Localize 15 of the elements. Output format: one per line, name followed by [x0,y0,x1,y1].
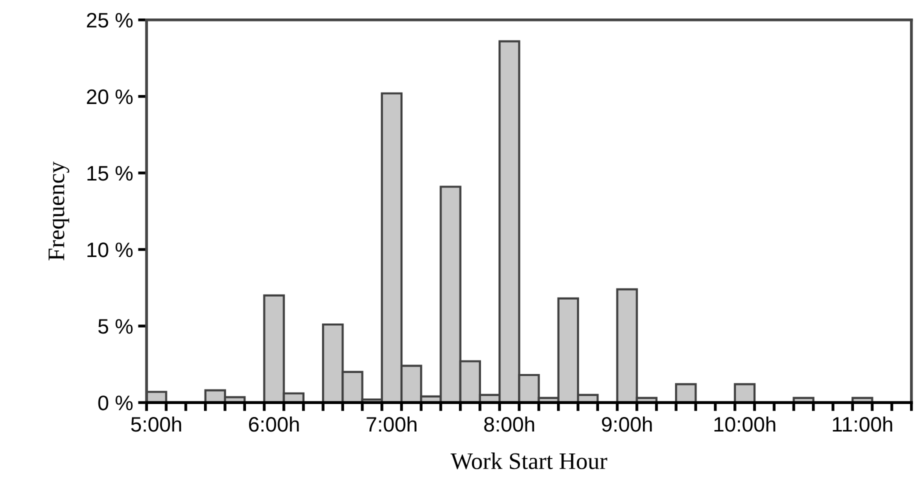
y-tick-label: 15 % [87,166,133,181]
x-tick-label: 6:00h [249,416,299,432]
y-tick-label: 0 % [98,396,133,410]
y-tick-label: 20 % [86,89,133,104]
x-tick-label: 10:00h [714,416,776,432]
y-tick-label: 5 % [98,319,133,334]
x-tick-label: 11:00h [832,416,892,432]
y-tick-label: 25 % [86,12,133,28]
x-tick-label: 8:00h [484,416,534,432]
x-axis-title: Work Start Hour [450,452,608,470]
x-tick-label: 7:00h [366,416,416,432]
x-tick-label: 9:00h [602,416,652,432]
x-tick-label: 5:00h [131,416,182,432]
y-tick-label: 10 % [87,242,133,258]
y-axis-title: Frequency [48,161,70,260]
